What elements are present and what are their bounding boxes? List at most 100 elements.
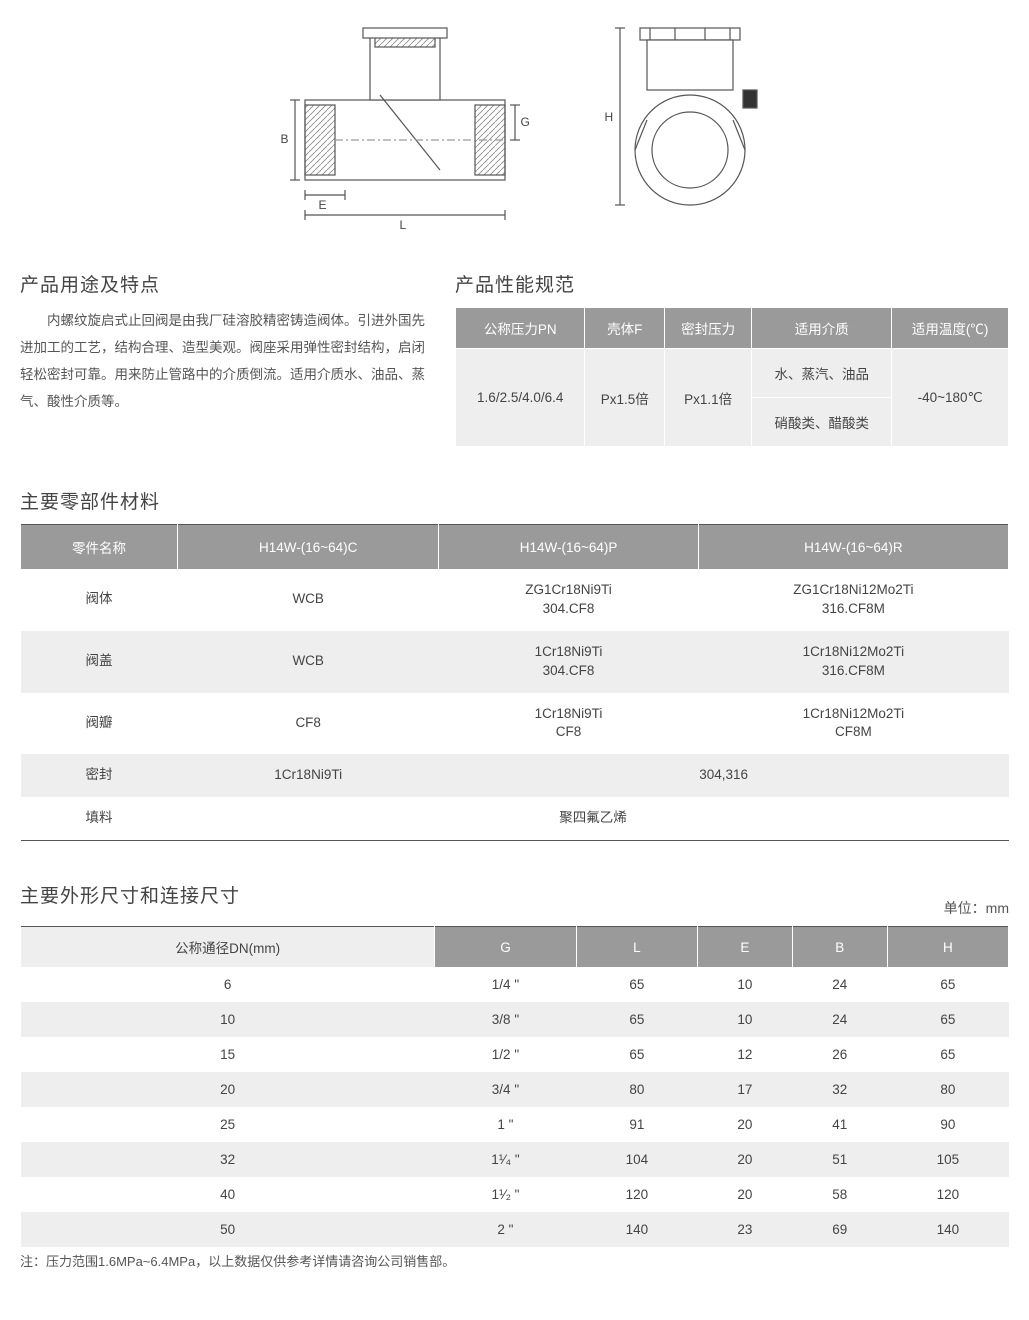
- table-cell: 2 ": [435, 1212, 577, 1247]
- table-cell: 1¹⁄₂ ": [435, 1177, 577, 1212]
- table-cell: 20: [697, 1177, 792, 1212]
- table-cell: 阀盖: [21, 631, 178, 693]
- table-cell: 120: [887, 1177, 1008, 1212]
- table-cell: 24: [792, 1002, 887, 1037]
- table-cell: 24: [792, 967, 887, 1002]
- dim-label-e: E: [319, 198, 327, 212]
- table-row: 密封1Cr18Ni9Ti304,316: [21, 754, 1009, 797]
- table-cell: 65: [576, 967, 697, 1002]
- table-cell: 1/4 ": [435, 967, 577, 1002]
- dimensions-table: 公称通径DN(mm)GLEBH 61/4 "65102465103/8 "651…: [20, 926, 1009, 1247]
- table-cell: 10: [697, 1002, 792, 1037]
- table-cell: 26: [792, 1037, 887, 1072]
- perf-h-seal: 密封压力: [664, 308, 751, 349]
- perf-pn: 1.6/2.5/4.0/6.4: [456, 349, 585, 447]
- perf-shell: Px1.5倍: [585, 349, 665, 447]
- table-cell: WCB: [178, 569, 439, 631]
- mat-h1: H14W-(16~64)C: [178, 525, 439, 570]
- materials-title: 主要零部件材料: [20, 487, 1009, 514]
- table-cell: 40: [21, 1177, 435, 1212]
- table-cell: 1¹⁄₄ ": [435, 1142, 577, 1177]
- table-cell: 65: [576, 1037, 697, 1072]
- table-cell: CF8: [178, 693, 439, 755]
- dim-label-l: L: [400, 218, 407, 232]
- materials-table: 零件名称 H14W-(16~64)C H14W-(16~64)P H14W-(1…: [20, 524, 1009, 841]
- side-view-diagram: H: [595, 20, 775, 230]
- table-cell: 65: [887, 1002, 1008, 1037]
- table-row: 61/4 "65102465: [21, 967, 1009, 1002]
- table-cell: 填料: [21, 797, 178, 840]
- dimensions-title: 主要外形尺寸和连接尺寸: [20, 881, 240, 908]
- table-cell: 10: [21, 1002, 435, 1037]
- table-cell: 1 ": [435, 1107, 577, 1142]
- table-cell: 23: [697, 1212, 792, 1247]
- table-cell: 80: [887, 1072, 1008, 1107]
- table-cell: 90: [887, 1107, 1008, 1142]
- cross-section-diagram: B E L G: [255, 20, 535, 230]
- table-cell: 20: [697, 1107, 792, 1142]
- usage-section: 产品用途及特点 内螺纹旋启式止回阀是由我厂硅溶胶精密铸造阀体。引进外国先进加工的…: [20, 270, 425, 447]
- dim-label-b: B: [281, 132, 289, 146]
- table-cell: 15: [21, 1037, 435, 1072]
- table-row: 阀瓣CF81Cr18Ni9TiCF81Cr18Ni12Mo2TiCF8M: [21, 693, 1009, 755]
- technical-diagrams: B E L G H: [20, 10, 1009, 230]
- mat-h3: H14W-(16~64)R: [698, 525, 1008, 570]
- dim-label-h: H: [605, 110, 614, 124]
- table-cell: 41: [792, 1107, 887, 1142]
- usage-title: 产品用途及特点: [20, 270, 425, 297]
- table-cell: 阀瓣: [21, 693, 178, 755]
- table-cell: 105: [887, 1142, 1008, 1177]
- dim-label-g: G: [521, 115, 530, 129]
- table-cell: 6: [21, 967, 435, 1002]
- table-row: 151/2 "65122665: [21, 1037, 1009, 1072]
- dim-header-cell: B: [792, 927, 887, 968]
- performance-title: 产品性能规范: [455, 270, 1009, 297]
- unit-label: 单位：mm: [944, 898, 1009, 918]
- dimensions-note: 注：压力范围1.6MPa~6.4MPa，以上数据仅供参考详情请咨询公司销售部。: [20, 1251, 1009, 1270]
- dim-header-cell: 公称通径DN(mm): [21, 927, 435, 968]
- table-cell: 20: [697, 1142, 792, 1177]
- table-cell: 50: [21, 1212, 435, 1247]
- table-cell: 1Cr18Ni9Ti304.CF8: [439, 631, 698, 693]
- table-cell: 阀体: [21, 569, 178, 631]
- table-cell: ZG1Cr18Ni9Ti304.CF8: [439, 569, 698, 631]
- dim-header-cell: G: [435, 927, 577, 968]
- performance-table: 公称压力PN 壳体F 密封压力 适用介质 适用温度(℃) 1.6/2.5/4.0…: [455, 307, 1009, 447]
- table-cell: 140: [887, 1212, 1008, 1247]
- table-row: 阀盖WCB1Cr18Ni9Ti304.CF81Cr18Ni12Mo2Ti316.…: [21, 631, 1009, 693]
- perf-h-media: 适用介质: [752, 308, 892, 349]
- table-cell: 58: [792, 1177, 887, 1212]
- table-cell: 65: [887, 1037, 1008, 1072]
- table-cell: 65: [887, 967, 1008, 1002]
- table-cell: WCB: [178, 631, 439, 693]
- perf-temp: -40~180℃: [892, 349, 1009, 447]
- dim-header-cell: E: [697, 927, 792, 968]
- usage-text: 内螺纹旋启式止回阀是由我厂硅溶胶精密铸造阀体。引进外国先进加工的工艺，结构合理、…: [20, 307, 425, 415]
- table-cell: 120: [576, 1177, 697, 1212]
- table-cell: 104: [576, 1142, 697, 1177]
- table-cell: 32: [792, 1072, 887, 1107]
- perf-h-pn: 公称压力PN: [456, 308, 585, 349]
- table-cell: 25: [21, 1107, 435, 1142]
- mat-h0: 零件名称: [21, 525, 178, 570]
- table-row: 251 "91204190: [21, 1107, 1009, 1142]
- table-row: 401¹⁄₂ "1202058120: [21, 1177, 1009, 1212]
- table-row: 103/8 "65102465: [21, 1002, 1009, 1037]
- materials-section: 主要零部件材料 零件名称 H14W-(16~64)C H14W-(16~64)P…: [20, 487, 1009, 841]
- dim-header-cell: L: [576, 927, 697, 968]
- table-cell: 140: [576, 1212, 697, 1247]
- table-row: 321¹⁄₄ "1042051105: [21, 1142, 1009, 1177]
- table-row: 阀体WCBZG1Cr18Ni9Ti304.CF8ZG1Cr18Ni12Mo2Ti…: [21, 569, 1009, 631]
- perf-media2: 硝酸类、醋酸类: [752, 398, 892, 447]
- table-cell: 1/2 ": [435, 1037, 577, 1072]
- perf-h-temp: 适用温度(℃): [892, 308, 1009, 349]
- table-cell: 12: [697, 1037, 792, 1072]
- perf-media1: 水、蒸汽、油品: [752, 349, 892, 398]
- table-cell: 3/8 ": [435, 1002, 577, 1037]
- mat-h2: H14W-(16~64)P: [439, 525, 698, 570]
- table-cell: 1Cr18Ni9Ti: [178, 754, 439, 797]
- table-cell: 17: [697, 1072, 792, 1107]
- table-cell: 1Cr18Ni9TiCF8: [439, 693, 698, 755]
- table-cell: 32: [21, 1142, 435, 1177]
- table-cell: 聚四氟乙烯: [178, 797, 1009, 840]
